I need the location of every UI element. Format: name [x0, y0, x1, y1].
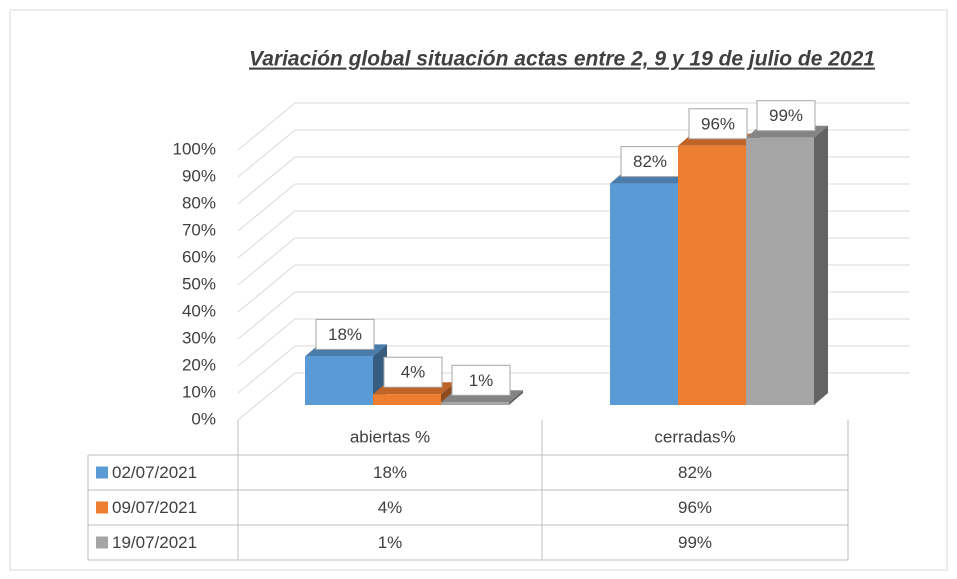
grid-line	[237, 102, 910, 151]
y-tick-label: 10%	[182, 382, 216, 401]
table-cell: 99%	[678, 533, 712, 552]
chart-title: Variación global situación actas entre 2…	[249, 48, 875, 71]
category-label: abiertas %	[350, 427, 430, 446]
y-tick-label: 0%	[191, 409, 216, 428]
category-label: cerradas%	[654, 427, 735, 446]
y-tick-label: 60%	[182, 247, 216, 266]
legend-label: 02/07/2021	[112, 463, 197, 482]
table-cell: 18%	[373, 463, 407, 482]
value-label-box	[756, 100, 816, 132]
y-tick-label: 20%	[182, 355, 216, 374]
value-label-box	[688, 108, 748, 140]
table-cell: 4%	[378, 498, 403, 517]
y-tick-label: 100%	[173, 139, 216, 158]
value-label: 82%	[633, 152, 667, 171]
legend-key	[96, 466, 108, 479]
bar-side	[814, 125, 828, 405]
bar-front	[441, 402, 509, 405]
bar-front	[610, 183, 678, 405]
table-cell: 96%	[678, 498, 712, 517]
y-tick-label: 70%	[182, 220, 216, 239]
y-tick-label: 40%	[182, 301, 216, 320]
legend-key	[96, 536, 108, 549]
y-tick-label: 30%	[182, 328, 216, 347]
y-tick-label: 50%	[182, 274, 216, 293]
value-label-box	[383, 356, 443, 388]
legend-label: 19/07/2021	[112, 533, 197, 552]
bar-front	[305, 356, 373, 405]
legend-key	[96, 501, 108, 514]
table-cell: 1%	[378, 533, 403, 552]
value-label: 99%	[769, 106, 803, 125]
y-tick-label: 80%	[182, 193, 216, 212]
table-cell: 82%	[678, 463, 712, 482]
bar-front	[678, 145, 746, 406]
value-label: 1%	[469, 371, 494, 390]
value-label: 96%	[701, 114, 735, 133]
value-label: 4%	[401, 363, 426, 382]
value-label-box	[315, 318, 375, 350]
value-label-box	[451, 364, 511, 396]
bar-front	[373, 394, 441, 405]
value-label-box	[620, 146, 680, 178]
value-label: 18%	[328, 325, 362, 344]
legend-label: 09/07/2021	[112, 498, 197, 517]
bar	[746, 125, 828, 405]
bar-front	[746, 137, 814, 405]
y-tick-label: 90%	[182, 166, 216, 185]
bar-side	[509, 390, 523, 405]
